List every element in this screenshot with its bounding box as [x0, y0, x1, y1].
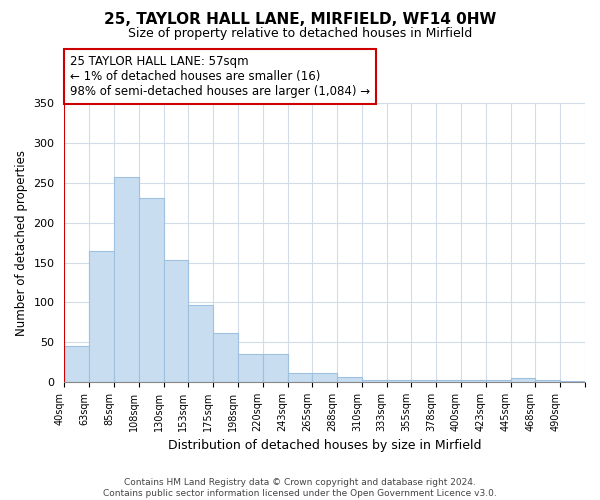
- Bar: [412, 380, 436, 382]
- Bar: [461, 380, 486, 382]
- Bar: [188, 305, 213, 382]
- Text: 25, TAYLOR HALL LANE, MIRFIELD, WF14 0HW: 25, TAYLOR HALL LANE, MIRFIELD, WF14 0HW: [104, 12, 496, 28]
- Bar: [313, 374, 337, 382]
- Bar: [511, 378, 535, 382]
- Bar: [89, 250, 114, 382]
- Bar: [238, 354, 263, 382]
- Bar: [386, 380, 412, 382]
- Text: Contains HM Land Registry data © Crown copyright and database right 2024.
Contai: Contains HM Land Registry data © Crown c…: [103, 478, 497, 498]
- Bar: [362, 380, 386, 382]
- Bar: [535, 380, 560, 382]
- Y-axis label: Number of detached properties: Number of detached properties: [15, 150, 28, 336]
- Bar: [139, 198, 164, 382]
- Bar: [486, 380, 511, 382]
- Text: Size of property relative to detached houses in Mirfield: Size of property relative to detached ho…: [128, 28, 472, 40]
- Bar: [337, 378, 362, 382]
- X-axis label: Distribution of detached houses by size in Mirfield: Distribution of detached houses by size …: [168, 440, 481, 452]
- Bar: [263, 354, 287, 382]
- Text: 25 TAYLOR HALL LANE: 57sqm
← 1% of detached houses are smaller (16)
98% of semi-: 25 TAYLOR HALL LANE: 57sqm ← 1% of detac…: [70, 54, 370, 98]
- Bar: [287, 374, 313, 382]
- Bar: [213, 332, 238, 382]
- Bar: [164, 260, 188, 382]
- Bar: [64, 346, 89, 382]
- Bar: [436, 380, 461, 382]
- Bar: [114, 176, 139, 382]
